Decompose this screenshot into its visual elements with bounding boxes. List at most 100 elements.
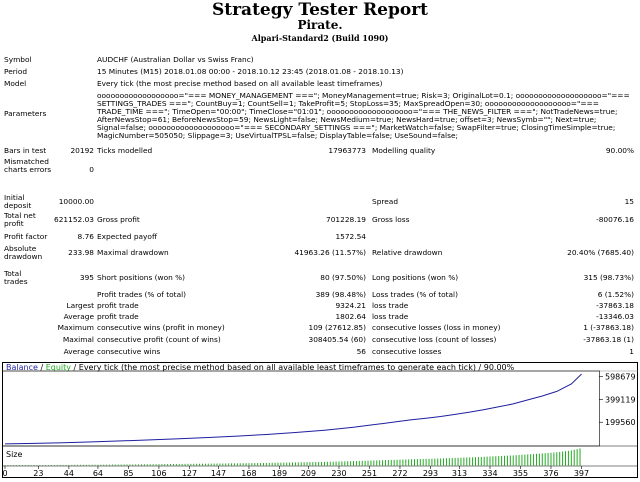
maximal-drawdown-label: Maximal drawdown	[97, 248, 169, 257]
loss-trades-value: 6 (1.52%)	[597, 290, 634, 299]
max-losses-value: 1 (-37863.18)	[583, 323, 634, 332]
bars-value: 20192	[70, 146, 94, 155]
x-tick-label: 85	[123, 469, 133, 478]
relative-drawdown-value: 20.40% (7685.40)	[567, 248, 634, 257]
ea-name: Pirate.	[297, 18, 343, 32]
spread-label: Spread	[372, 197, 399, 206]
symbol-label: Symbol	[4, 55, 32, 64]
server-build: Alpari-Standard2 (Build 1090)	[251, 33, 389, 43]
largest-loss-value: -37863.18	[596, 301, 634, 310]
maximal-drawdown-value: 41963.26 (11.57%)	[294, 248, 366, 257]
x-tick-label: 376	[543, 469, 558, 478]
average-profit-label: profit trade	[97, 312, 139, 321]
net-profit-value: 621152.03	[54, 215, 94, 224]
legend-equity: Equity	[46, 363, 72, 372]
report-title: Strategy Tester Report	[211, 0, 429, 20]
symbol-value: AUDCHF (Australian Dollar vs Swiss Franc…	[97, 55, 254, 64]
parameters-line: TRADE_TIME ==="; TimeOpen="00:00"; TimeC…	[97, 107, 618, 116]
x-tick-label: 189	[272, 469, 287, 478]
avg-wins-label: consecutive wins	[97, 347, 161, 356]
chart-legend: Balance / Equity / Every tick (the most …	[6, 363, 515, 372]
x-tick-label: 23	[33, 469, 43, 478]
max-wins-label: consecutive wins (profit in money)	[97, 323, 225, 332]
long-positions-value: 315 (98.73%)	[583, 273, 634, 282]
legend-description: / Every tick (the most precise method ba…	[71, 363, 515, 372]
maximal-profit-label: consecutive profit (count of wins)	[97, 335, 221, 344]
short-positions-value: 80 (97.50%)	[320, 273, 366, 282]
x-tick-label: 127	[182, 469, 197, 478]
maximum-label: Maximum	[57, 323, 94, 332]
balance-chart: Balance / Equity / Every tick (the most …	[2, 362, 638, 478]
short-positions-label: Short positions (won %)	[97, 273, 186, 282]
y-axis: 199560 399119 598679	[599, 373, 636, 427]
avg-losses-value: 1	[629, 347, 634, 356]
balance-chart-svg: Balance / Equity / Every tick (the most …	[2, 362, 638, 478]
maximal-profit-value: 308405.54 (60)	[308, 335, 367, 344]
largest-loss-label: loss trade	[372, 301, 409, 310]
total-trades-value: 395	[79, 273, 94, 282]
spread-value: 15	[624, 197, 634, 206]
average-label: Average	[63, 312, 94, 321]
loss-trades-label: Loss trades (% of total)	[372, 290, 458, 299]
total-trades-label: Total trades	[4, 269, 28, 286]
max-losses-label: consecutive losses (loss in money)	[372, 323, 501, 332]
x-tick-label: 168	[241, 469, 256, 478]
x-tick-label: 64	[93, 469, 103, 478]
deposit-value: 10000.00	[58, 197, 94, 206]
avg-label: Average	[63, 347, 94, 356]
parameters-line: SETTINGS_TRADES ==="; CountBuy=1; CountS…	[97, 99, 599, 108]
parameters-label: Parameters	[4, 109, 47, 118]
maximal-loss-label: consecutive loss (count of losses)	[372, 335, 497, 344]
y-tick-label: 598679	[605, 373, 636, 382]
x-tick-label: 44	[64, 469, 74, 478]
relative-drawdown-label: Relative drawdown	[372, 248, 443, 257]
model-value: Every tick (the most precise method base…	[97, 79, 383, 88]
x-tick-label: 209	[301, 469, 316, 478]
profit-factor-value: 8.76	[77, 232, 94, 241]
mismatch-value: 0	[89, 165, 94, 174]
x-tick-label: 293	[423, 469, 438, 478]
long-positions-label: Long positions (won %)	[372, 273, 459, 282]
x-tick-label: 355	[513, 469, 528, 478]
quality-value: 90.00%	[605, 146, 634, 155]
ticks-value: 17963773	[328, 146, 366, 155]
ticks-label: Ticks modelled	[97, 146, 153, 155]
profit-trades-value: 389 (98.48%)	[315, 290, 366, 299]
x-tick-label: 397	[574, 469, 589, 478]
mismatch-label: Mismatched charts errors	[4, 157, 52, 174]
absolute-drawdown-label: Absolute drawdown	[4, 244, 43, 261]
legend-balance: Balance	[6, 363, 38, 372]
expected-payoff-value: 1572.54	[335, 232, 366, 241]
largest-profit-value: 9324.21	[335, 301, 366, 310]
parameters-line: Signal=false; ooooooooooooooooooo="=== S…	[97, 123, 616, 132]
y-tick-label: 399119	[605, 395, 636, 404]
quality-label: Modelling quality	[372, 146, 436, 155]
x-tick-label: 334	[482, 469, 497, 478]
size-label: Size	[6, 450, 23, 459]
series-group	[4, 373, 582, 445]
net-profit-label: Total net profit	[4, 211, 36, 228]
legend-separator-text: /	[38, 363, 46, 372]
gross-profit-label: Gross profit	[97, 215, 140, 224]
size-bars	[4, 448, 581, 466]
avg-losses-label: consecutive losses	[372, 347, 442, 356]
average-loss-label: loss trade	[372, 312, 409, 321]
profit-trades-label: Profit trades (% of total)	[97, 290, 187, 299]
model-label: Model	[4, 79, 27, 88]
gross-profit-value: 701228.19	[326, 215, 366, 224]
average-profit-value: 1802.64	[335, 312, 366, 321]
maximal-loss-value: -37863.18 (1)	[583, 335, 634, 344]
chart-frame	[2, 362, 638, 478]
avg-wins-value: 56	[356, 347, 366, 356]
parameters-line: MagicNumber=505050; Slippage=3; UseVirtu…	[97, 131, 458, 140]
parameters-line: AfterNewsStop=61; BeforeNewsStop=59; New…	[97, 115, 597, 124]
bars-label: Bars in test	[4, 146, 47, 155]
largest-label: Largest	[66, 301, 94, 310]
expected-payoff-label: Expected payoff	[97, 232, 158, 241]
maximal-label: Maximal	[62, 335, 94, 344]
period-label: Period	[4, 67, 28, 76]
deposit-label: Initial deposit	[4, 193, 32, 210]
x-tick-label: 106	[151, 469, 166, 478]
x-tick-label: 0	[2, 469, 7, 478]
y-tick-label: 199560	[605, 418, 636, 427]
